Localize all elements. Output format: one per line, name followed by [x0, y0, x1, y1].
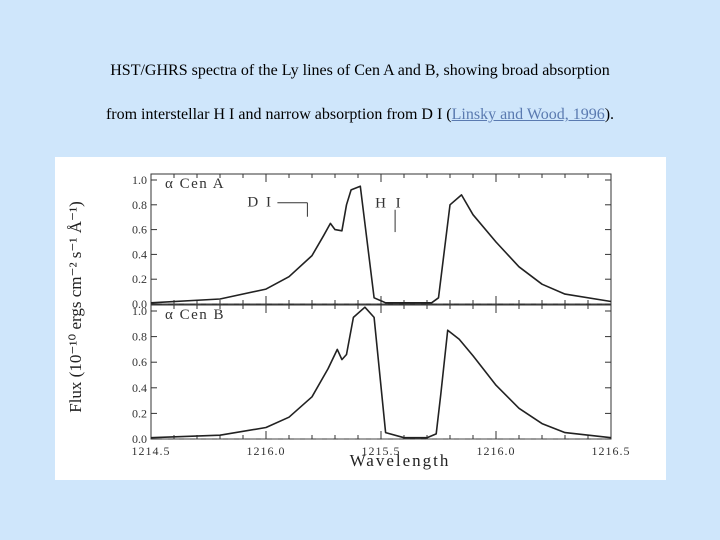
annotation-d-i: D I — [247, 195, 273, 211]
panel-title-top: α Cen A — [165, 176, 225, 192]
figure-caption-line-1: HST/GHRS spectra of the Ly lines of Cen … — [0, 62, 720, 80]
x-tick-label: 1215.5 — [362, 444, 401, 458]
caption-text-2: from interstellar H I and narrow absorpt… — [105, 106, 452, 123]
spectra-chart: Flux (10⁻¹⁰ ergs cm⁻² s⁻¹ Å⁻¹) Wavelengt… — [66, 173, 631, 470]
y-tick-label: 1.0 — [132, 173, 147, 187]
y-tick-label: 0.8 — [132, 330, 147, 344]
y-tick-label: 0.4 — [132, 381, 147, 395]
y-tick-label: 0.8 — [132, 198, 147, 212]
citation-link[interactable]: Linsky and Wood, 1996 — [451, 106, 605, 123]
y-axis-label: Flux (10⁻¹⁰ ergs cm⁻² s⁻¹ Å⁻¹) — [66, 201, 85, 413]
y-tick-label: 0.4 — [132, 247, 147, 261]
x-tick-label: 1216.5 — [592, 444, 631, 458]
y-tick-label: 0.0 — [132, 432, 147, 446]
y-tick-label: 0.2 — [132, 272, 147, 286]
x-axis-label: Wavelength — [350, 451, 451, 470]
spectrum-line-bottom — [150, 306, 612, 439]
spectra-figure: Flux (10⁻¹⁰ ergs cm⁻² s⁻¹ Å⁻¹) Wavelengt… — [55, 157, 666, 480]
panel-frame-bottom — [150, 304, 612, 440]
y-tick-label: 0.6 — [132, 355, 147, 369]
y-tick-label: 0.0 — [132, 297, 147, 311]
x-tick-label: 1214.5 — [132, 444, 171, 458]
caption-text-3: ). — [604, 106, 615, 123]
figure-caption-line-2: from interstellar H I and narrow absorpt… — [0, 106, 720, 124]
spectrum-line-top — [150, 185, 612, 304]
y-tick-label: 0.2 — [132, 406, 147, 420]
annotation-h-i: H I — [375, 195, 404, 211]
panel-title-bottom: α Cen B — [165, 307, 225, 323]
x-tick-label: 1216.0 — [477, 444, 516, 458]
x-tick-label: 1216.0 — [247, 444, 286, 458]
y-tick-label: 0.6 — [132, 223, 147, 237]
caption-text-1: HST/GHRS spectra of the Ly lines of Cen … — [110, 62, 610, 79]
y-tick-label: 1.0 — [132, 304, 147, 318]
